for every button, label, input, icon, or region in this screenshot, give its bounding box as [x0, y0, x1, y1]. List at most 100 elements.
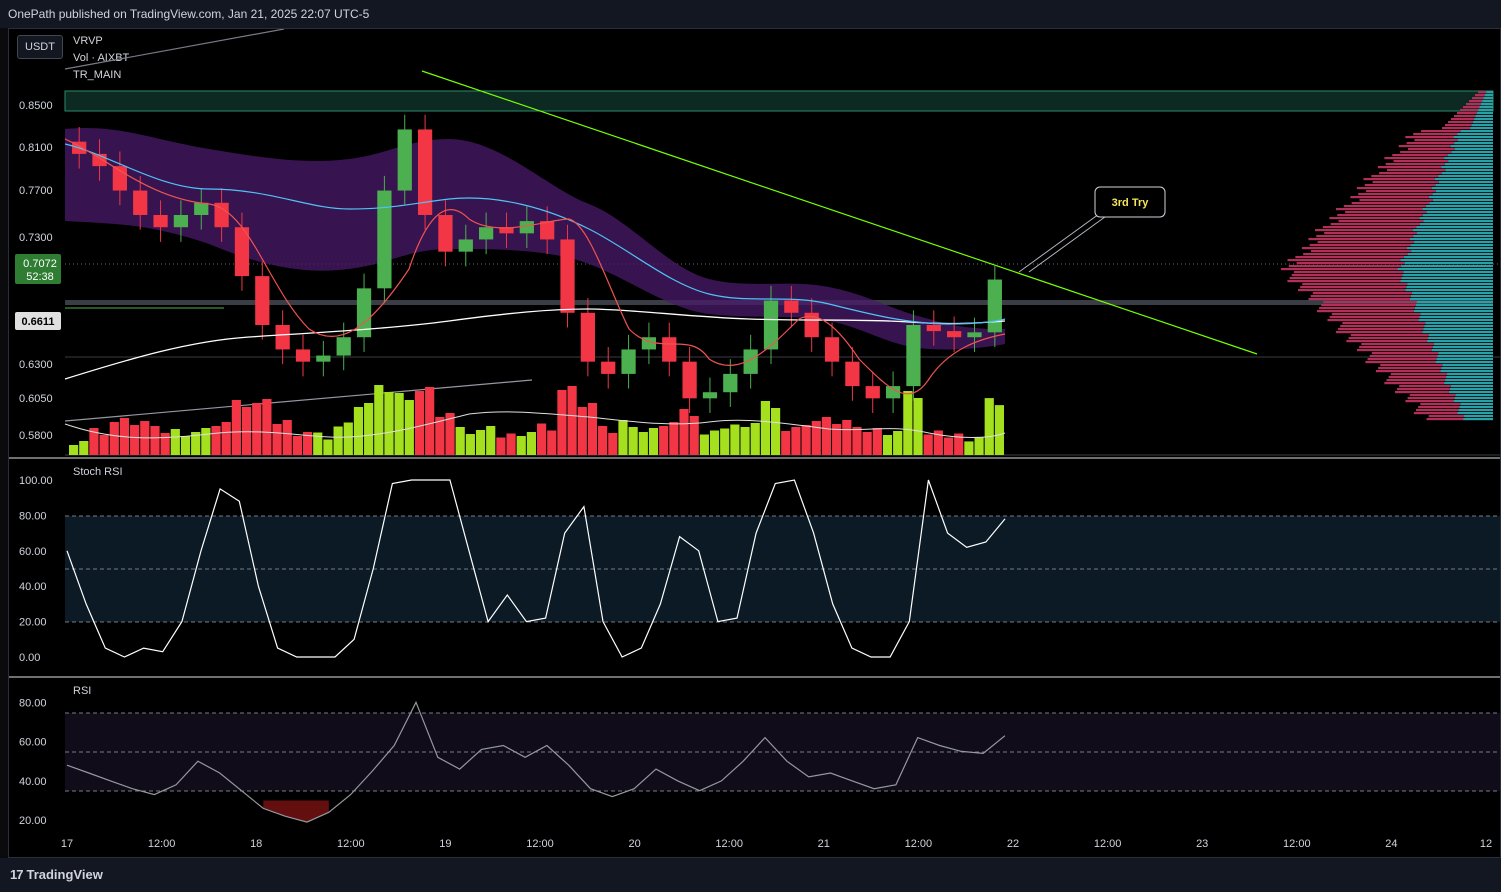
price-axis[interactable]: 0.8500 0.8100 0.7700 0.7300 0.6300 0.6050 0.58… — [19, 100, 53, 442]
volume-profile-bar-buy — [1444, 157, 1493, 160]
volume-profile-bar-sell — [1413, 133, 1458, 136]
volume-profile-bar-buy — [1407, 283, 1493, 286]
annotation-box[interactable] — [1094, 186, 1166, 218]
volume-profile-bar-sell — [1406, 142, 1455, 145]
volume-bar — [496, 437, 506, 455]
volume-profile-bar-sell — [1330, 223, 1420, 226]
volume-bar — [537, 423, 547, 455]
candle-body — [377, 190, 392, 289]
volume-profile-bar-sell — [1442, 127, 1471, 130]
rsi-label[interactable]: RSI — [73, 685, 92, 697]
volume-profile-bar-buy — [1428, 337, 1493, 340]
volume-bar — [150, 426, 160, 455]
volume-profile-bar-sell — [1335, 331, 1423, 334]
volume-profile-bar-sell — [1463, 106, 1480, 109]
volume-profile-bar-buy — [1423, 220, 1493, 223]
candle-body — [601, 361, 616, 374]
volume-bar — [241, 407, 252, 455]
volume-bar — [313, 432, 323, 455]
annotation-pointer — [1028, 213, 1110, 273]
volume-profile-bar-sell — [1287, 259, 1401, 262]
rsi-axis[interactable]: 80.00 60.00 40.00 20.00 — [19, 697, 47, 827]
volume-profile-bar-buy — [1484, 94, 1493, 97]
volume-profile-bar-sell — [1346, 340, 1428, 343]
currency-button[interactable]: USDT — [17, 35, 63, 59]
volume-bar — [465, 434, 475, 455]
volume-profile-bar-sell — [1384, 382, 1445, 385]
volume-bars — [69, 385, 1004, 455]
candle-body — [560, 239, 575, 313]
volume-profile-bar-sell — [1343, 205, 1426, 208]
volume-profile-bar-buy — [1422, 331, 1493, 334]
volume-bar — [618, 420, 628, 455]
volume-profile-bar-sell — [1407, 148, 1455, 151]
price-tick-label: 0.8100 — [19, 142, 53, 154]
volume-profile-bar-sell — [1300, 286, 1407, 289]
volume-profile-bar-sell — [1400, 151, 1452, 154]
volume-bar — [262, 399, 272, 455]
volume-profile-bar-buy — [1472, 121, 1493, 124]
volume-profile-bar-sell — [1384, 157, 1445, 160]
current-price-badge — [15, 254, 61, 284]
tradingview-logo[interactable]: 17 TradingView — [10, 867, 103, 882]
volume-profile-bar-sell — [1317, 241, 1415, 244]
legend-vrvp[interactable]: VRVP — [73, 35, 103, 47]
volume-bar — [292, 436, 302, 455]
volume-bar — [994, 405, 1004, 455]
volume-profile-bar-sell — [1372, 181, 1439, 184]
time-axis[interactable]: 17 12:00 18 12:00 19 12:00 20 12:00 21 12:00 22 12:… — [61, 838, 1492, 850]
volume-profile-bar-sell — [1359, 346, 1433, 349]
volume-profile — [1280, 91, 1493, 421]
volume-profile-bar-buy — [1422, 214, 1493, 217]
volume-profile-bar-sell — [1329, 316, 1420, 319]
volume-profile-bar-sell — [1338, 328, 1424, 331]
legend-volume[interactable]: Vol · AIXBT — [73, 52, 130, 64]
stoch-axis[interactable]: 100.00 80.00 60.00 40.00 20.00 0.00 — [19, 475, 53, 664]
volume-bar — [374, 385, 384, 455]
volume-profile-bar-buy — [1442, 364, 1493, 367]
volume-profile-bar-sell — [1345, 211, 1427, 214]
volume-bar — [669, 422, 679, 455]
publish-title: OnePath published on TradingView.com, Ja… — [8, 7, 370, 21]
time-tick-label: 24 — [1385, 838, 1397, 850]
volume-bar — [455, 427, 465, 455]
volume-profile-bar-sell — [1350, 196, 1429, 199]
candle-body — [662, 337, 677, 362]
volume-profile-bar-buy — [1475, 115, 1493, 118]
candle-body — [417, 129, 433, 215]
volume-profile-bar-buy — [1437, 355, 1493, 358]
volume-profile-bar-buy — [1459, 406, 1493, 409]
volume-profile-bar-buy — [1414, 241, 1493, 244]
volume-bar — [333, 426, 343, 455]
volume-profile-bar-buy — [1438, 175, 1493, 178]
volume-profile-bar-sell — [1405, 136, 1454, 139]
annotation-text[interactable]: 3rd Try — [1112, 197, 1150, 209]
volume-bar — [679, 409, 689, 455]
volume-profile-bar-buy — [1478, 109, 1493, 112]
volume-profile-bar-buy — [1400, 259, 1493, 262]
volume-profile-bar-sell — [1316, 310, 1414, 313]
candle-body — [702, 392, 718, 399]
volume-profile-bar-buy — [1411, 292, 1493, 295]
volume-bar — [760, 401, 770, 455]
legend-tr-main[interactable]: TR_MAIN — [73, 69, 122, 81]
stoch-rsi-label[interactable]: Stoch RSI — [73, 466, 123, 478]
volume-profile-bar-buy — [1424, 325, 1493, 328]
volume-profile-bar-buy — [1438, 181, 1493, 184]
volume-profile-bar-sell — [1331, 313, 1421, 316]
chart-area[interactable]: USDT VRVP Vol · AIXBT TR_MAIN Stoch RSI … — [8, 28, 1501, 858]
publish-header: OnePath published on TradingView.com, Ja… — [0, 0, 1501, 28]
volume-profile-bar-buy — [1432, 346, 1493, 349]
volume-bar — [964, 441, 974, 455]
volume-profile-bar-buy — [1448, 391, 1493, 394]
volume-bar — [425, 387, 435, 455]
volume-bar — [445, 413, 455, 455]
volume-profile-bar-sell — [1301, 247, 1408, 250]
volume-profile-bar-buy — [1432, 193, 1493, 196]
rsi-line — [66, 700, 1006, 823]
candle-body — [784, 300, 799, 313]
volume-profile-bar-buy — [1404, 262, 1493, 265]
volume-profile-bar-sell — [1469, 100, 1483, 103]
volume-bar — [628, 427, 638, 455]
chart-canvas[interactable]: 3rd Try 0.7072 52:38 0.6611 0.8500 0.8100… — [9, 29, 1500, 857]
